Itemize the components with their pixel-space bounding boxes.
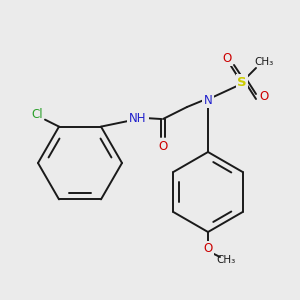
Text: O: O: [158, 140, 168, 152]
Text: O: O: [203, 242, 213, 256]
Text: Cl: Cl: [31, 108, 43, 121]
Text: S: S: [237, 76, 247, 88]
Text: CH₃: CH₃: [254, 57, 274, 67]
Text: CH₃: CH₃: [216, 255, 236, 265]
Text: O: O: [222, 52, 232, 64]
Text: NH: NH: [129, 112, 147, 124]
Text: O: O: [260, 91, 268, 103]
Text: N: N: [204, 94, 212, 106]
